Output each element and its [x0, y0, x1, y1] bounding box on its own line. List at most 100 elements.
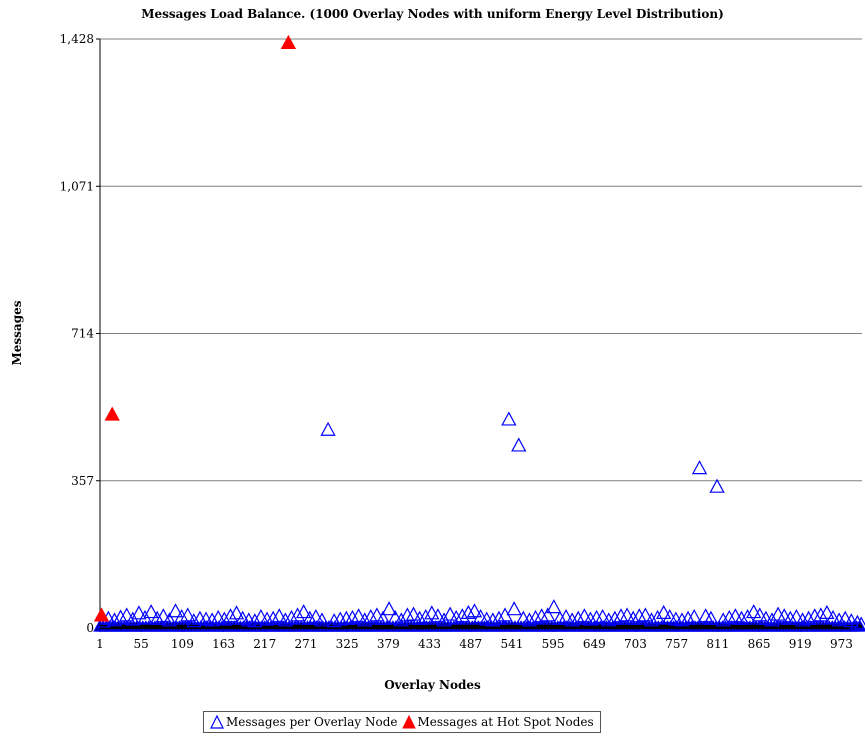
overlay-node-point	[454, 608, 470, 623]
overlay-node-point	[289, 607, 306, 622]
overlay-node-point	[442, 606, 458, 621]
overlay-node-point	[222, 608, 239, 623]
overlay-node-point	[161, 612, 178, 627]
overlay-node-point	[521, 612, 538, 627]
overlay-node-point	[485, 612, 501, 627]
overlay-node-point	[721, 609, 737, 624]
overlay-node-point	[344, 609, 361, 624]
overlay-node-point	[418, 609, 434, 624]
overlay-node-point	[357, 612, 373, 627]
overlay-node-point	[393, 612, 409, 627]
overlay-node-point	[295, 604, 312, 619]
overlay-node-point	[674, 612, 690, 627]
overlay-node-point	[326, 613, 342, 628]
overlay-node-point	[448, 609, 464, 624]
x-tick-label: 379	[377, 637, 400, 651]
overlay-node-point	[576, 608, 593, 623]
overlay-node-point	[338, 610, 355, 625]
x-tick-label: 541	[500, 637, 523, 651]
overlay-node-point	[788, 609, 805, 624]
y-tick-labels: 0 357 714 1,071 1,428	[60, 32, 95, 635]
y-tick-label: 1,071	[60, 179, 94, 193]
overlay-node-point	[314, 612, 330, 627]
overlay-node-point	[119, 607, 135, 622]
overlay-node-point	[271, 608, 287, 623]
overlay-node-point	[588, 609, 605, 624]
overlay-node-point	[619, 607, 635, 622]
overlay-node-point	[253, 609, 269, 624]
overlay-node-point	[228, 605, 245, 620]
hot-spot-point	[93, 607, 110, 622]
overlay-node-point	[308, 609, 324, 624]
overlay-node-point	[204, 612, 220, 627]
overlay-node-point	[703, 610, 719, 625]
overlay-node-point	[247, 613, 263, 628]
overlay-node-point	[613, 608, 629, 623]
overlay-node-point	[332, 611, 348, 626]
overlay-node-point	[350, 608, 367, 623]
overlay-node-point	[601, 612, 617, 627]
overlay-node-point	[807, 608, 823, 623]
legend-item-series2: Messages at Hot Spot Nodes	[401, 715, 594, 729]
legend-label-series2: Messages at Hot Spot Nodes	[417, 715, 594, 729]
x-axis-label: Overlay Nodes	[384, 678, 481, 692]
overlay-node-point	[167, 603, 184, 618]
data-points	[93, 34, 865, 631]
hot-spot-point	[280, 34, 297, 49]
baseline-band	[100, 625, 862, 629]
overlay-node-point	[106, 612, 123, 627]
overlay-node-point	[501, 411, 517, 426]
overlay-node-point	[656, 604, 672, 620]
overlay-node-point	[411, 610, 428, 625]
overlay-node-point	[733, 610, 750, 625]
filled-triangle-icon	[401, 715, 416, 729]
overlay-node-point	[302, 610, 318, 625]
overlay-node-point	[770, 606, 786, 621]
overlay-node-point	[277, 612, 294, 627]
overlay-node-point	[552, 610, 568, 625]
overlay-node-point	[595, 609, 611, 624]
overlay-node-point	[746, 604, 762, 619]
x-tick-label: 109	[171, 637, 194, 651]
x-tick-label: 1	[96, 637, 104, 651]
x-tick-label: 973	[830, 637, 853, 651]
x-tick-label: 757	[665, 637, 688, 651]
axes	[96, 38, 862, 632]
x-tick-label: 271	[294, 637, 317, 651]
overlay-node-point	[564, 612, 580, 627]
x-tick-label: 325	[336, 637, 359, 651]
overlay-node-point	[849, 614, 865, 629]
overlay-node-point	[387, 609, 403, 624]
overlay-node-point	[527, 609, 544, 624]
y-tick-label: 714	[71, 327, 94, 341]
legend: Messages per Overlay Node Messages at Ho…	[203, 711, 601, 733]
x-tick-label: 487	[459, 637, 482, 651]
overlay-node-point	[131, 605, 147, 620]
overlay-node-point	[363, 609, 379, 624]
overlay-node-point	[533, 608, 550, 623]
overlay-node-point	[265, 610, 281, 625]
overlay-node-point	[831, 612, 847, 627]
x-tick-label: 217	[253, 637, 276, 651]
overlay-node-point	[570, 610, 586, 625]
overlay-node-point	[607, 610, 623, 625]
overlay-node-point	[819, 604, 835, 620]
overlay-node-point	[837, 610, 853, 625]
y-tick-label: 357	[71, 474, 94, 488]
overlay-node-point	[491, 610, 507, 625]
overlay-node-point	[782, 610, 798, 625]
open-triangle-icon	[210, 715, 224, 729]
overlay-node-point	[180, 607, 196, 622]
overlay-node-point	[739, 609, 756, 624]
chart-title: Messages Load Balance. (1000 Overlay Nod…	[141, 7, 724, 21]
x-tick-labels: 1 55 109 163 217 271 325 379 433 487 541 595 649 703 7…	[96, 637, 853, 651]
overlay-node-point	[625, 610, 641, 625]
hot-spot-point	[104, 406, 120, 421]
overlay-node-point	[546, 599, 562, 614]
overlay-node-point	[424, 605, 440, 620]
x-tick-label: 811	[706, 637, 729, 651]
overlay-node-point	[813, 607, 829, 622]
overlay-node-point	[506, 601, 522, 616]
x-tick-label: 649	[583, 637, 606, 651]
